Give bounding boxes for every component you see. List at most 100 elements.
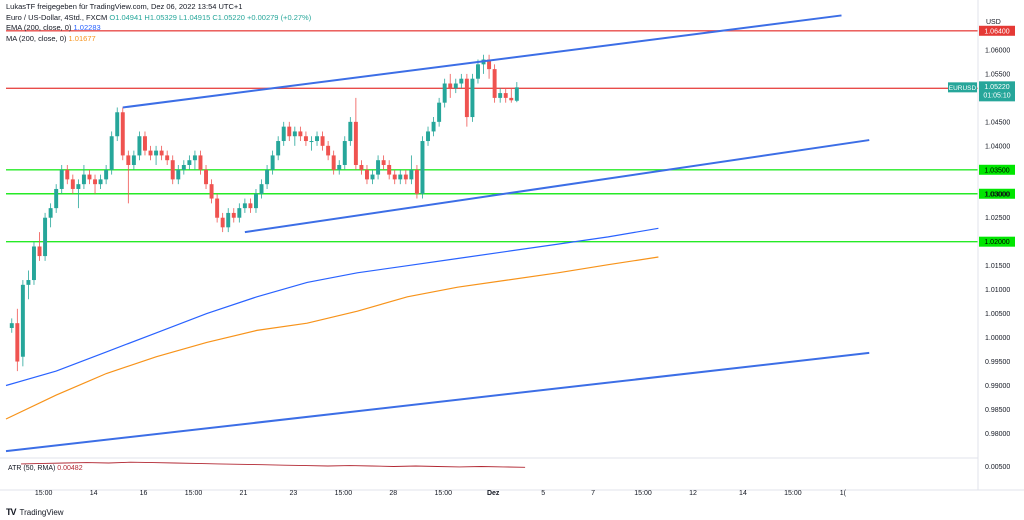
candle-body [409, 169, 414, 180]
candle-body [370, 174, 375, 180]
time-tick-label: 16 [140, 490, 148, 497]
atr-pane: 0.00500 [20, 461, 1010, 471]
ema-legend[interactable]: EMA (200, close, 0) 1.02283 [6, 23, 311, 34]
price-tick-label: 1.02500 [985, 215, 1010, 222]
candle-body [270, 155, 275, 170]
time-tick-label: 14 [90, 490, 98, 497]
moving-averages [5, 227, 659, 420]
symbol-tag-label: EURUSD [949, 85, 977, 92]
price-tick-label: 1.00000 [985, 335, 1010, 342]
time-tick-label: 5 [541, 490, 545, 497]
candle-body [215, 198, 220, 218]
candle-body [115, 112, 120, 137]
time-tick-label: 28 [389, 490, 397, 497]
time-tick-label: 12 [689, 490, 697, 497]
candle-body [187, 160, 192, 165]
candle-body [476, 64, 480, 79]
candle-body [192, 155, 197, 161]
candle-body [359, 164, 364, 170]
ema-label: EMA (200, close, 0) [6, 23, 72, 32]
candle-body [365, 169, 369, 180]
level-price-label: 1.06400 [984, 28, 1009, 35]
time-tick-label: 15:00 [185, 490, 203, 497]
candle-body [120, 112, 125, 156]
price-tick-label: 1.01500 [985, 263, 1010, 270]
candle-body [498, 93, 503, 98]
candle-body [70, 179, 75, 189]
candle-body [426, 131, 430, 142]
candle-body [320, 136, 325, 146]
candle-body [414, 169, 419, 194]
candle-body [176, 169, 181, 180]
candle-body [459, 78, 464, 84]
price-tick-label: 0.98500 [985, 407, 1010, 414]
time-tick-label: 15:00 [434, 490, 452, 497]
candle-body [170, 160, 175, 180]
level-price-tag [979, 236, 1015, 247]
candle-body [242, 203, 247, 209]
candle-body [15, 323, 20, 362]
atr-legend[interactable]: ATR (50, RMA) 0.00482 [8, 465, 83, 472]
price-tick-label: 0.99500 [985, 359, 1010, 366]
price-tick-label: 0.99000 [985, 383, 1010, 390]
candle-body [98, 179, 103, 185]
time-tick-label: 15:00 [35, 490, 53, 497]
atr-value: 0.00482 [57, 465, 83, 472]
candle-body [470, 78, 475, 118]
candle-body [87, 174, 92, 180]
candle-body [81, 174, 86, 185]
ma-label: MA (200, close, 0) [6, 33, 67, 43]
price-tick-label: 1.05500 [985, 71, 1010, 78]
time-tick-label: 21 [240, 490, 248, 497]
candle-body [9, 323, 14, 328]
candle-body [159, 150, 164, 156]
candle-body [331, 155, 336, 170]
time-axis[interactable]: 15:00 14 16 15:00 21 23 15:00 28 15:00 Dez 5 7 15:00… [0, 457, 1024, 497]
countdown-label: 01:05:10 [983, 92, 1010, 99]
ema-200-line [5, 227, 659, 387]
currency-label: USD [986, 19, 1001, 26]
price-tick-label: 1.00500 [985, 311, 1010, 318]
candle-body [137, 136, 142, 156]
candle-body [376, 160, 381, 175]
symbol-row: Euro / US-Dollar, 4Std., FXCM O1.04941 H… [6, 13, 311, 24]
price-tick-label: 1.04000 [985, 143, 1010, 150]
candle-body [448, 83, 453, 89]
candle-body [204, 169, 208, 185]
tradingview-watermark[interactable]: TV TradingView [6, 507, 64, 517]
candle-body [503, 93, 508, 98]
ma-legend[interactable]: MA (200, close, 0) 1.01677 [6, 34, 311, 45]
candle-body [181, 164, 186, 170]
time-tick-label: Dez [487, 490, 500, 497]
candle-body [431, 121, 436, 132]
candle-body [43, 217, 48, 257]
published-line: LukasTF freigegeben für TradingView.com,… [6, 2, 243, 11]
candle-body [93, 179, 97, 185]
level-price-label: 1.02000 [984, 239, 1009, 246]
trend-line [244, 139, 870, 234]
candle-body [298, 131, 303, 137]
candle-body [254, 193, 258, 209]
candle-body [353, 121, 358, 165]
price-tick-label: 1.04500 [985, 119, 1010, 126]
price-axis[interactable]: USD 1.06000 1.05500 1.04500 1.04000 1.03000 1.… [977, 0, 1010, 490]
atr-line [20, 461, 526, 468]
candlestick-series[interactable] [9, 54, 519, 372]
candle-body [104, 169, 109, 180]
candle-body [309, 141, 314, 143]
candle-body [109, 136, 114, 170]
candle-body [381, 160, 386, 165]
trend-lines[interactable] [5, 14, 870, 453]
tradingview-logo-icon: TV [6, 507, 16, 517]
candle-body [464, 78, 469, 118]
ma-200-line [5, 256, 659, 420]
candle-body [281, 126, 286, 142]
candle-body [387, 164, 392, 175]
candle-body [348, 121, 353, 142]
price-tick-label: 1.03000 [985, 191, 1010, 198]
level-price-tag [979, 164, 1015, 175]
candle-body [65, 169, 70, 180]
